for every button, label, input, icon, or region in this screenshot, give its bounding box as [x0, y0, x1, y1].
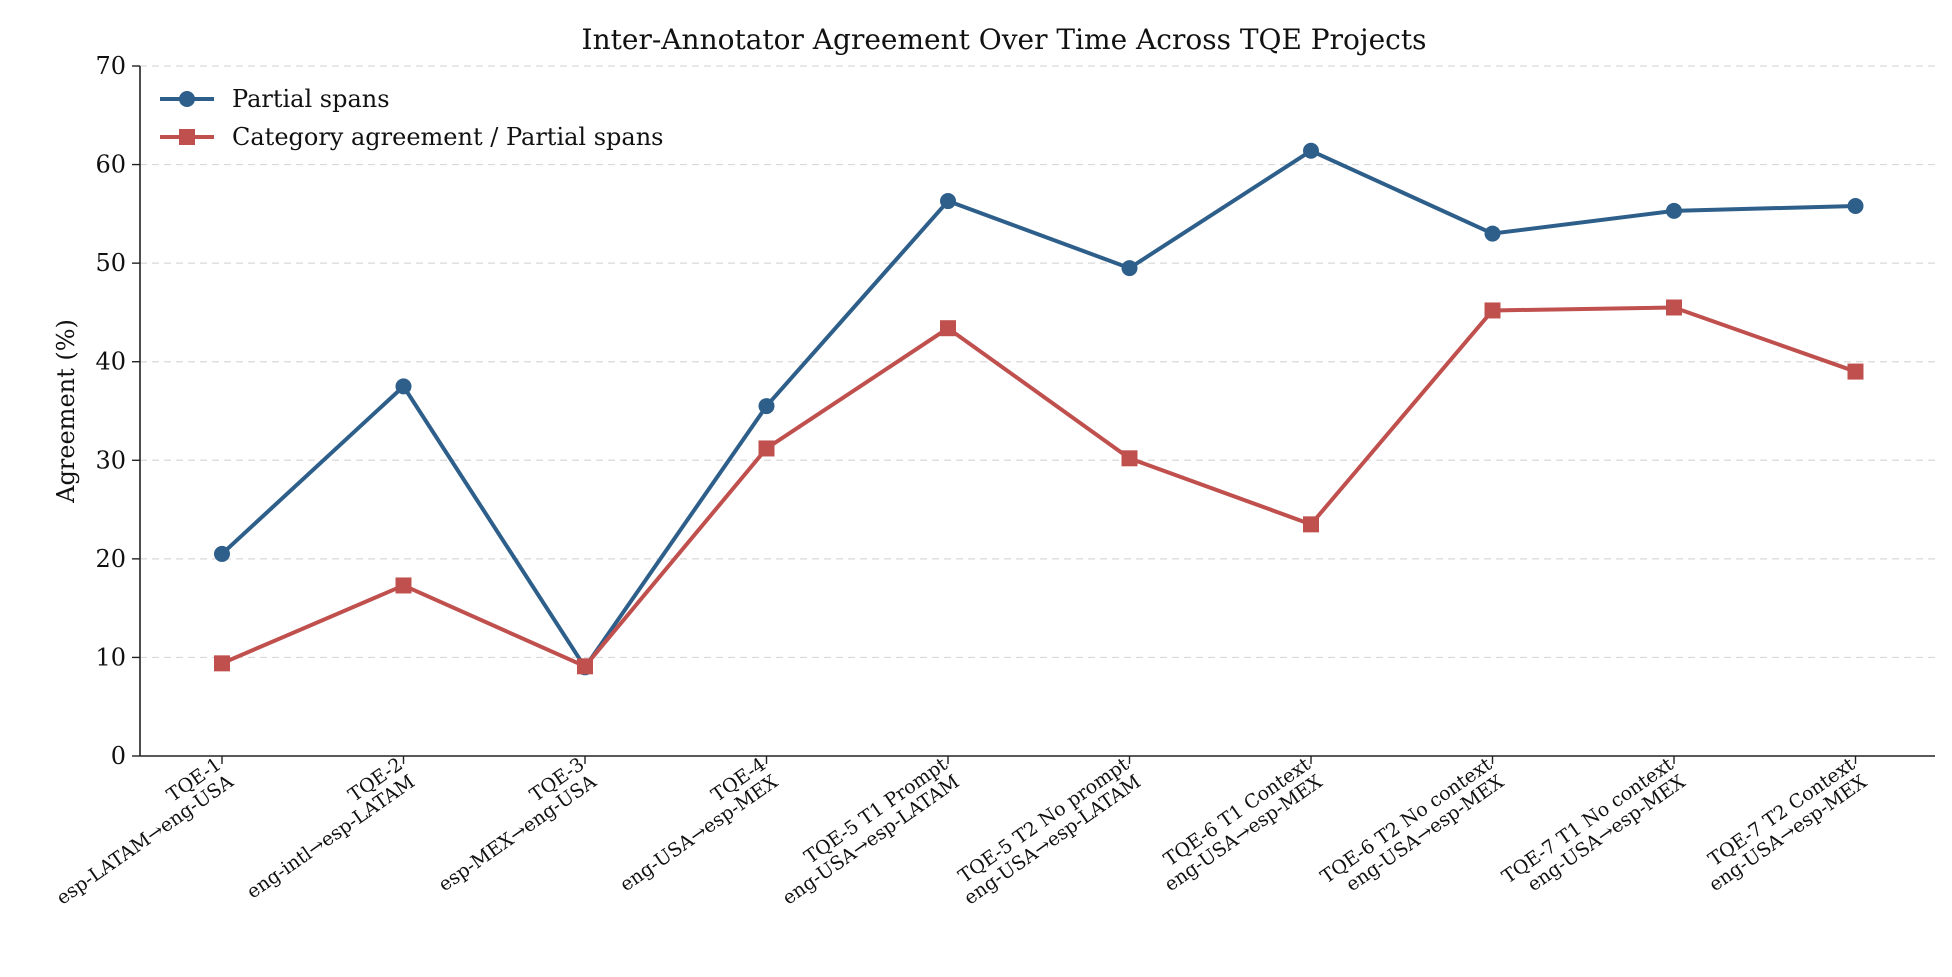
axes: [139, 66, 1935, 757]
data-point: [1303, 142, 1319, 159]
series-line: [221, 305, 1857, 669]
y-axis-label: Agreement (%): [52, 319, 80, 504]
y-tick-label: 20: [95, 545, 126, 573]
data-point: [1847, 197, 1864, 214]
data-point: [214, 655, 230, 672]
data-point: [1666, 202, 1682, 219]
y-tick-label: 70: [95, 52, 126, 80]
x-tick-label-line: eng-USA→esp-MEX: [1342, 770, 1508, 896]
x-tick-label-line: TQE-5 T2 No prompt: [954, 753, 1133, 887]
y-tick-label: 50: [95, 249, 126, 277]
x-tick-label-line: eng-USA→esp-LATAM: [960, 771, 1145, 910]
x-tick-label-line: eng-USA→esp-MEX: [1524, 770, 1690, 896]
y-tick-label: 30: [95, 446, 126, 474]
y-tick-label: 60: [95, 151, 126, 179]
series-1: [214, 142, 1864, 676]
legend-label: Category agreement / Partial spans: [232, 123, 664, 151]
y-ticks: 0 10 20 30 40 50 60 70: [95, 52, 140, 770]
data-point: [940, 193, 956, 210]
data-point: [577, 658, 593, 675]
legend-marker: [179, 91, 195, 107]
data-point: [758, 398, 775, 415]
x-tick-label-line: eng-intl→esp-LATAM: [243, 771, 419, 904]
chart-title: Inter-Annotator Agreement Over Time Acro…: [582, 23, 1427, 56]
grid-lines: [140, 65, 1935, 659]
data-point: [214, 545, 230, 562]
x-tick-label-line: eng-USA→esp-MEX: [1161, 770, 1327, 896]
data-point: [1303, 516, 1319, 533]
x-tick-label-line: eng-USA→esp-LATAM: [778, 771, 963, 910]
data-point: [1847, 363, 1864, 380]
legend-item: Category agreement / Partial spans: [160, 123, 664, 151]
x-tick-label-line: eng-USA→esp-MEX: [616, 770, 782, 896]
series: [214, 142, 1864, 676]
x-tick-label-line: esp-MEX→eng-USA: [435, 770, 601, 896]
x-tick-label-line: TQE-6 T2 No context: [1317, 753, 1497, 888]
data-point: [1666, 299, 1682, 316]
data-point: [1121, 450, 1138, 467]
y-tick-label: 0: [111, 742, 126, 770]
data-point: [1484, 225, 1501, 242]
data-point: [395, 378, 412, 395]
data-point: [395, 577, 412, 594]
series-2: [214, 299, 1864, 675]
y-tick-label: 10: [95, 643, 126, 671]
x-tick-label-line: eng-USA→esp-MEX: [1705, 770, 1871, 896]
data-point: [940, 320, 956, 337]
legend: Partial spans Category agreement / Partia…: [160, 85, 664, 151]
x-tick-label-line: esp-LATAM→eng-USA: [52, 770, 237, 909]
legend-item: Partial spans: [160, 85, 390, 113]
series-line: [220, 148, 1856, 670]
y-tick-label: 40: [95, 348, 126, 376]
data-point: [1121, 260, 1138, 277]
data-point: [758, 440, 775, 457]
legend-marker: [179, 129, 195, 145]
x-tick-label-line: TQE-7 T1 No context: [1498, 753, 1678, 888]
data-point: [1484, 302, 1501, 319]
legend-label: Partial spans: [232, 85, 390, 113]
